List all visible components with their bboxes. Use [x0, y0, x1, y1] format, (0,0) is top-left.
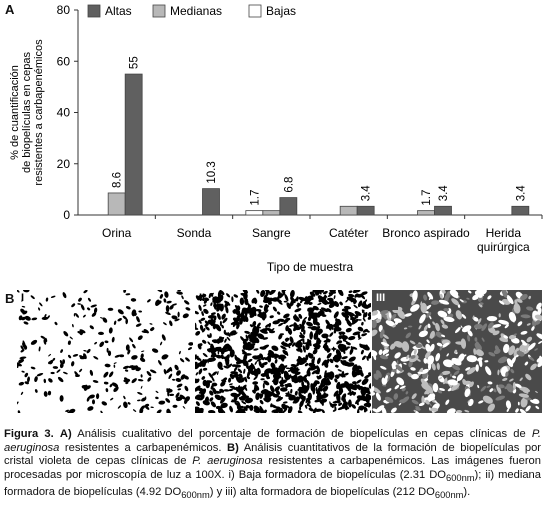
caption-b-text4: ) y iii) alta formadora de biopelículas …: [209, 485, 435, 498]
figure-caption: Figura 3. A) Análisis cualitativo del po…: [4, 428, 541, 502]
data-label: 55: [129, 56, 141, 69]
bar-medianas: [262, 210, 281, 216]
micrograph-ii: [195, 290, 371, 413]
caption-b-label: B): [226, 441, 239, 454]
caption-sub-2: 600nm: [181, 489, 210, 500]
x-tick-label: quirúrgica: [477, 240, 530, 254]
caption-sub-3: 600nm: [434, 489, 464, 500]
caption-b-text5: ).: [463, 485, 471, 498]
image-label-i: I: [21, 292, 25, 304]
bar-altas: [511, 205, 530, 216]
y-tick-label: 60: [57, 54, 71, 68]
data-label: 1.7: [249, 190, 261, 206]
x-tick-label: Bronco aspirado: [382, 226, 470, 240]
caption-a-label: A): [59, 428, 72, 440]
legend-swatch-medianas: [152, 4, 166, 18]
bar-altas: [356, 205, 375, 216]
image-label-ii: II: [199, 292, 206, 304]
x-tick-label: Sangre: [252, 226, 291, 240]
x-tick-label: Catéter: [329, 226, 368, 240]
micrograph-i: [17, 290, 193, 413]
bar-medianas: [107, 192, 126, 216]
caption-species-2: P. aeruginosa: [192, 455, 263, 468]
panel-a-label: A: [5, 2, 15, 17]
bar-bajas: [245, 210, 264, 216]
y-tick-label: 40: [57, 106, 71, 120]
y-axis-label-line: de biopelículas en cepas: [21, 51, 33, 173]
y-tick-label: 80: [57, 3, 71, 17]
x-tick-label: Herida: [486, 226, 522, 240]
legend-swatch-bajas: [248, 4, 262, 18]
y-axis-label-line: % de cuantificación: [9, 65, 21, 160]
panel-b-label: B: [5, 291, 15, 306]
caption-b-text1: Análisis cuantitativos de la formación d…: [4, 441, 542, 468]
legend-label-altas: Altas: [105, 4, 132, 18]
data-label: 10.3: [206, 161, 218, 183]
caption-b-text2: resistentes a carbapenémicos. Las imágen…: [4, 455, 542, 481]
bar-altas: [124, 73, 143, 216]
caption-species-1: P. aeruginosa: [4, 428, 542, 454]
micrograph-iii: [372, 290, 545, 413]
caption-b-text3: ); ii) mediana formadora de biopelículas…: [4, 468, 541, 498]
data-label: 3.4: [438, 185, 450, 202]
x-tick-label: Orina: [102, 226, 132, 240]
bar-altas: [202, 188, 220, 216]
caption-a-text2: resistentes a carbapenémicos.: [64, 441, 222, 454]
caption-sub-1: 600nm: [446, 473, 475, 484]
image-label-iii: III: [376, 292, 386, 304]
x-tick-label: Sonda: [177, 226, 212, 240]
bar-altas: [279, 197, 298, 216]
bar-medianas: [339, 205, 358, 216]
bar-altas: [434, 205, 452, 216]
legend-label-medianas: Medianas: [170, 4, 222, 18]
legend-label-bajas: Bajas: [266, 4, 296, 18]
data-label: 3.4: [361, 185, 373, 202]
data-label: 6.8: [283, 177, 295, 193]
legend-swatch-altas: [87, 4, 101, 18]
data-label: 3.4: [515, 185, 527, 202]
y-tick-label: 20: [57, 157, 71, 171]
y-tick-label: 0: [63, 208, 70, 222]
y-axis-label-line: resistentes a carbapenémicos: [33, 39, 45, 186]
data-label: 8.6: [112, 172, 124, 188]
data-label: 1.7: [421, 190, 433, 206]
caption-a-text1: Análisis cualitativo del porcentaje de f…: [77, 428, 526, 440]
caption-fig-number: Figura 3.: [4, 428, 54, 440]
bar-chart: 0 20 40 60 80 % de cuantificación de biopelícu…: [9, 3, 543, 274]
bar-medianas: [417, 210, 435, 216]
x-axis-title: Tipo de muestra: [267, 260, 354, 274]
